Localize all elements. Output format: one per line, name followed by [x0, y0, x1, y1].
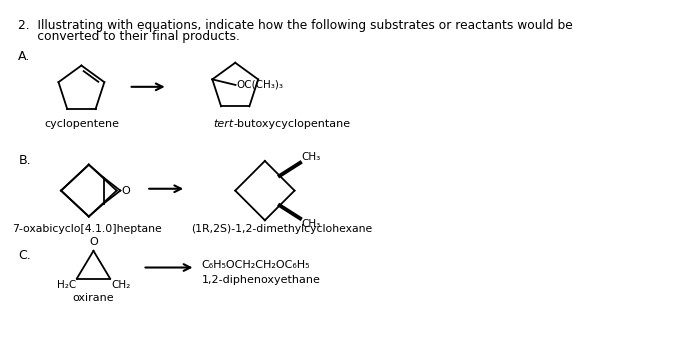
Text: O: O [122, 185, 130, 195]
Text: converted to their final products.: converted to their final products. [18, 30, 240, 43]
Text: cyclopentene: cyclopentene [44, 119, 119, 129]
Text: 2.  Illustrating with equations, indicate how the following substrates or reacta: 2. Illustrating with equations, indicate… [18, 19, 573, 32]
Text: C₆H₅OCH₂CH₂OC₆H₅: C₆H₅OCH₂CH₂OC₆H₅ [202, 260, 310, 270]
Text: A.: A. [18, 50, 30, 63]
Text: CH₂: CH₂ [111, 281, 130, 291]
Text: CH₃: CH₃ [301, 219, 320, 229]
Text: H₂C: H₂C [57, 281, 76, 291]
Text: (1R,2S)-1,2-dimethylcyclohexane: (1R,2S)-1,2-dimethylcyclohexane [191, 224, 372, 234]
Text: C.: C. [18, 249, 31, 262]
Text: CH₃: CH₃ [301, 152, 320, 162]
Text: O: O [89, 237, 98, 247]
Text: OC(CH₃)₃: OC(CH₃)₃ [236, 79, 284, 89]
Text: B.: B. [18, 154, 31, 166]
Text: 1,2-diphenoxyethane: 1,2-diphenoxyethane [202, 275, 321, 285]
Text: tert: tert [213, 119, 234, 129]
Text: -butoxycyclopentane: -butoxycyclopentane [234, 119, 350, 129]
Text: 7-oxabicyclo[4.1.0]heptane: 7-oxabicyclo[4.1.0]heptane [12, 224, 162, 234]
Text: oxirane: oxirane [73, 293, 114, 303]
